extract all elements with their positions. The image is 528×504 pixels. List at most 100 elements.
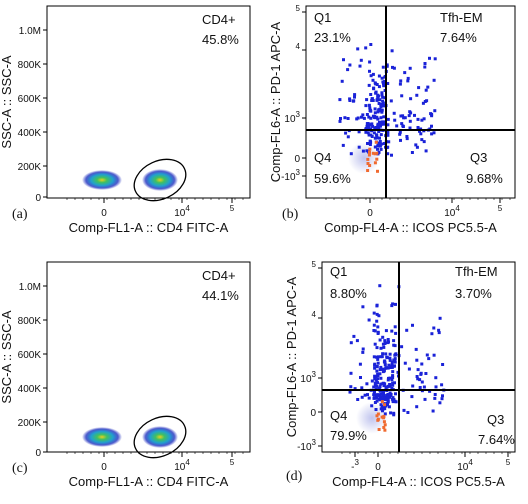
event-dot xyxy=(370,404,374,408)
event-dot xyxy=(379,376,383,380)
event-dot xyxy=(399,114,403,118)
event-dot xyxy=(342,58,345,62)
gate-name: CD4+ xyxy=(202,268,236,283)
tick-label: 0 xyxy=(310,408,316,419)
event-dot xyxy=(374,378,378,382)
event-dot xyxy=(368,69,371,73)
event-dot xyxy=(430,124,433,128)
x-axis-title: Comp-FL4-A :: ICOS PC5.5-A xyxy=(324,220,497,235)
event-dot xyxy=(388,384,392,388)
event-dot xyxy=(424,88,428,92)
event-dot xyxy=(348,97,352,101)
event-dot xyxy=(388,383,392,386)
event-dot xyxy=(386,117,390,121)
event-dot xyxy=(415,405,419,409)
quadrant-value: 8.80% xyxy=(330,286,367,301)
tick-label: 0 xyxy=(367,208,373,219)
event-dot xyxy=(365,113,369,116)
event-dot xyxy=(400,122,404,126)
quadrant-name: Q1 xyxy=(314,10,331,25)
gate xyxy=(133,158,187,202)
tick-label: -103 xyxy=(297,438,316,453)
event-dot xyxy=(343,116,347,120)
event-dot xyxy=(428,56,431,60)
tick-label: 103 xyxy=(300,370,316,385)
event-dot xyxy=(367,318,371,322)
event-dot xyxy=(361,347,365,351)
event-dot xyxy=(376,141,380,145)
quadrant-name: Q4 xyxy=(314,150,331,165)
event-dot xyxy=(349,341,353,345)
event-dot xyxy=(378,372,382,376)
event-dot xyxy=(393,325,397,329)
event-dot xyxy=(410,151,414,154)
event-dot xyxy=(420,380,424,384)
tick-label: 400K xyxy=(18,384,42,395)
event-dot xyxy=(414,347,418,351)
event-dot xyxy=(369,116,373,120)
tick-label: 200K xyxy=(18,418,42,429)
event-dot xyxy=(430,132,434,136)
event-dot xyxy=(391,381,395,385)
tick-label: 5 xyxy=(296,4,301,13)
plot-frame xyxy=(305,5,516,199)
tick-exponent: 4 xyxy=(296,42,301,51)
quadrant-value: 9.68% xyxy=(466,171,503,186)
event-dot xyxy=(390,365,393,369)
event-dot xyxy=(386,145,390,149)
event-dot xyxy=(389,392,393,396)
event-dot xyxy=(402,408,406,412)
event-dot xyxy=(374,374,378,378)
tick-base: 0 xyxy=(294,154,300,165)
event-dot xyxy=(403,361,407,365)
event-dot xyxy=(398,132,402,136)
event-dot xyxy=(426,85,430,89)
event-dot xyxy=(408,119,412,123)
event-dot xyxy=(428,389,432,393)
event-dot xyxy=(370,97,374,101)
event-dot xyxy=(382,416,386,420)
event-dot xyxy=(420,118,424,122)
tick-label: -3 xyxy=(351,458,359,473)
event-dot xyxy=(372,396,376,400)
event-dot xyxy=(392,111,396,115)
gate-value: 45.8% xyxy=(202,32,239,47)
event-dot xyxy=(376,96,380,100)
event-dot xyxy=(405,135,409,138)
event-dot xyxy=(411,384,415,388)
event-dot xyxy=(387,376,390,380)
event-dot xyxy=(373,152,377,156)
event-dot xyxy=(340,79,344,83)
event-dot xyxy=(379,398,383,402)
event-dot xyxy=(379,382,383,386)
event-dot xyxy=(378,368,382,372)
event-dot xyxy=(386,131,390,134)
event-dot xyxy=(381,65,385,69)
event-dot xyxy=(371,72,375,76)
event-dot xyxy=(374,355,378,359)
event-dot xyxy=(382,122,386,126)
tick-base: 200K xyxy=(18,162,42,173)
event-dot xyxy=(433,57,437,61)
event-dot xyxy=(366,122,370,125)
event-dot xyxy=(400,345,404,349)
density-cloud xyxy=(82,170,122,190)
event-dot xyxy=(386,123,390,127)
event-dot xyxy=(420,138,424,142)
event-dot xyxy=(381,370,385,374)
tick-label: 0 xyxy=(294,154,300,165)
event-dot xyxy=(353,95,356,99)
event-dot xyxy=(387,340,390,344)
event-dot xyxy=(415,93,419,97)
tick-base: 800K xyxy=(18,316,42,327)
event-dot xyxy=(373,390,376,394)
event-dot xyxy=(381,409,384,413)
event-dot xyxy=(432,326,436,330)
event-dot xyxy=(380,404,384,408)
event-dot xyxy=(356,116,360,120)
event-dot xyxy=(416,368,420,372)
event-dot xyxy=(353,93,357,97)
event-dot xyxy=(366,131,370,135)
event-dot xyxy=(377,126,381,130)
